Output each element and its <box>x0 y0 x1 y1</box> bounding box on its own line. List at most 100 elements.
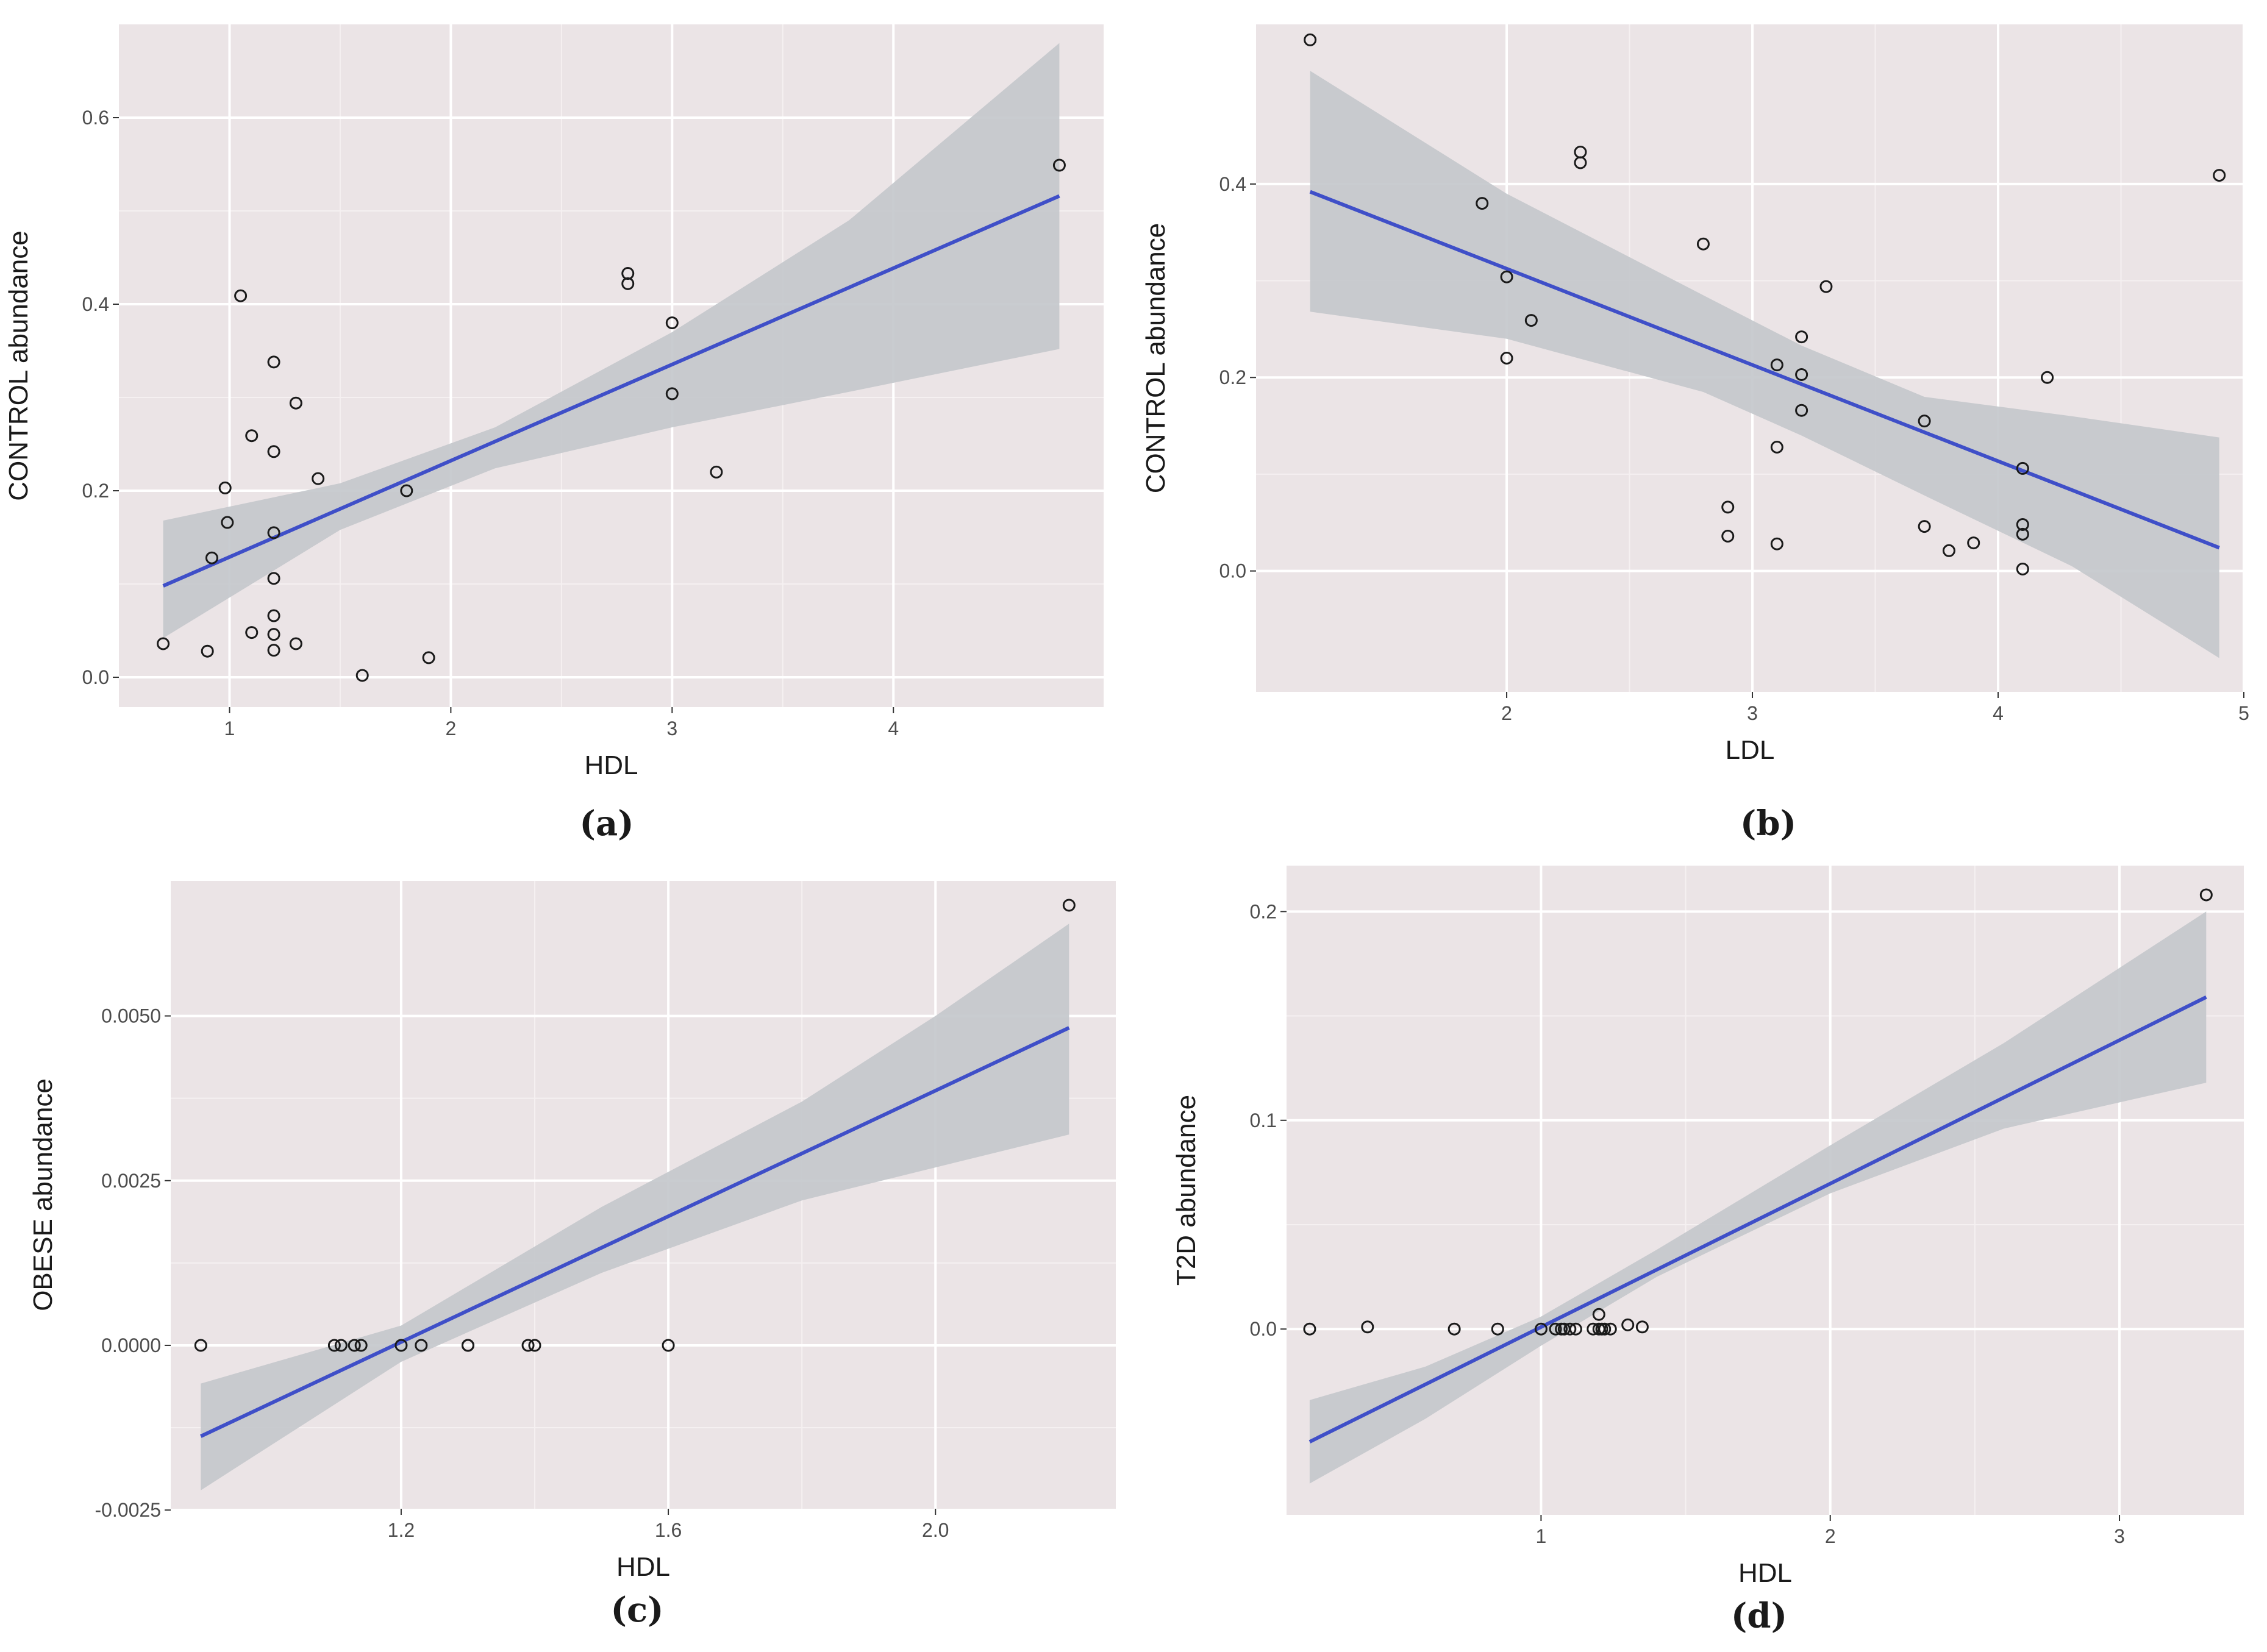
panel-c-ytick-label-1: 0.0000 <box>101 1334 161 1356</box>
panel-d-ytick-label-0: 0.0 <box>1250 1318 1277 1340</box>
panel-d-confidence-band <box>1309 911 2207 1484</box>
panel-b-xlabel: LDL <box>1726 735 1775 765</box>
panel-a-xtick-label-1: 2 <box>445 717 456 739</box>
panel-a-point-10 <box>267 526 280 539</box>
panel-a-point-13 <box>267 628 280 641</box>
panel-b-ylabel: CONTROL abundance <box>1141 223 1171 493</box>
panel-a-point-11 <box>267 572 280 585</box>
panel-b-point-17 <box>1918 415 1931 428</box>
panel-b-point-26 <box>2213 169 2226 182</box>
panel-c-ylabel: OBESE abundance <box>28 1078 58 1311</box>
panel-b-point-7 <box>1696 237 1710 251</box>
panel-b-fit-line <box>1309 190 2220 550</box>
panel-a-point-24 <box>665 387 679 401</box>
panel-d-point-4 <box>1534 1322 1548 1336</box>
panel-b-xtick-label-0: 2 <box>1501 702 1512 724</box>
panel-a-xtick-label-2: 3 <box>666 717 677 739</box>
panel-c-point-10 <box>528 1339 541 1352</box>
panel-d-xtick-label-0: 1 <box>1536 1525 1547 1547</box>
panel-d: 0.0 0.1 0.2 1 2 3 HDL T2D abundance (d) <box>1171 866 2244 1636</box>
panel-c: -0.0025 0.0000 0.0025 0.0050 1.2 1.6 2.0 HDL OBE… <box>28 881 1116 1630</box>
panel-d-point-12 <box>1592 1308 1605 1321</box>
panel-b-xtick-label-2: 4 <box>1993 702 2004 724</box>
panel-c-point-3 <box>348 1339 361 1352</box>
panel-b: 0.0 0.2 0.4 2 3 4 5 LDL CONTROL abundance (b) <box>1141 24 2249 844</box>
panel-b-point-4 <box>1524 314 1538 327</box>
panel-c-point-5 <box>394 1339 408 1352</box>
panel-a-point-14 <box>267 644 280 657</box>
panel-a-ylabel: CONTROL abundance <box>4 230 34 500</box>
panel-b-point-6 <box>1574 156 1587 169</box>
panel-c-fit-line <box>200 1026 1070 1438</box>
panel-a-point-15 <box>289 396 302 410</box>
panel-a-label: (a) <box>579 803 634 844</box>
panel-a-point-8 <box>267 355 280 369</box>
panel-b-point-22 <box>2016 518 2029 531</box>
panel-b-point-10 <box>1770 358 1783 372</box>
panel-d-fit-line <box>1308 995 2207 1444</box>
panel-b-point-18 <box>1918 520 1931 533</box>
panel-c-point-6 <box>415 1339 428 1352</box>
panel-a-xlabel: HDL <box>584 750 638 780</box>
panel-d-point-3 <box>1491 1322 1504 1336</box>
panel-b-ytick-label-0: 0.0 <box>1219 560 1246 582</box>
panel-a-point-26 <box>1052 158 1066 172</box>
panel-b-ytick-label-2: 0.4 <box>1219 173 1246 195</box>
panel-d-point-14 <box>1598 1322 1612 1336</box>
panel-a-ytick-label-0: 0.0 <box>82 666 109 688</box>
panel-b-point-19 <box>1942 544 1955 557</box>
panel-d-point-16 <box>1621 1318 1635 1331</box>
panel-d-point-2 <box>1448 1322 1461 1336</box>
panel-b-point-9 <box>1721 530 1735 543</box>
panel-d-point-5 <box>1549 1322 1562 1336</box>
panel-b-label: (b) <box>1740 803 1796 844</box>
panel-c-point-4 <box>354 1339 368 1352</box>
panel-a-point-5 <box>234 289 248 302</box>
panel-a-xtick-label-0: 1 <box>224 717 235 739</box>
panel-c-xtick-label-1: 1.6 <box>655 1519 682 1541</box>
panel-a-point-6 <box>245 429 259 443</box>
panel-b-ytick-label-1: 0.2 <box>1219 366 1246 388</box>
panel-c-xlabel: HDL <box>616 1552 670 1582</box>
panel-d-point-18 <box>2199 888 2213 902</box>
panel-a-point-23 <box>665 316 679 330</box>
panel-a-point-1 <box>201 644 214 658</box>
panel-a-point-18 <box>355 669 369 682</box>
panel-d-xlabel: HDL <box>1738 1558 1792 1588</box>
panel-c-point-11 <box>662 1339 675 1352</box>
panel-b-point-3 <box>1500 352 1513 365</box>
panel-d-ytick-label-1: 0.1 <box>1250 1109 1277 1131</box>
panel-a-ytick-label-3: 0.6 <box>82 107 109 129</box>
panel-c-xtick-label-0: 1.2 <box>388 1519 415 1541</box>
panel-b-point-24 <box>2016 562 2029 575</box>
panel-b-xtick-label-3: 5 <box>2238 702 2249 724</box>
panel-a-point-16 <box>289 637 302 650</box>
panel-b-point-13 <box>1795 330 1808 344</box>
panel-d-point-17 <box>1635 1320 1649 1334</box>
panel-d-point-0 <box>1303 1322 1316 1336</box>
panel-d-point-9 <box>1569 1322 1582 1336</box>
panel-a-point-20 <box>422 651 435 664</box>
panel-a-point-22 <box>621 277 635 290</box>
panel-a-point-12 <box>267 609 280 622</box>
panel-a-point-7 <box>245 626 259 639</box>
panel-b-confidence-band <box>1310 71 2219 658</box>
panel-b-point-15 <box>1795 404 1808 417</box>
panel-c-point-2 <box>334 1339 348 1352</box>
panel-d-ytick-label-2: 0.2 <box>1250 900 1277 922</box>
panel-c-point-12 <box>1062 899 1076 912</box>
panel-c-label: (c) <box>610 1590 663 1630</box>
panel-a-point-0 <box>157 637 170 650</box>
panel-d-point-8 <box>1563 1322 1577 1336</box>
panel-d-xtick-label-2: 3 <box>2114 1525 2125 1547</box>
panel-a-point-9 <box>267 445 280 458</box>
panel-b-point-25 <box>2041 371 2054 384</box>
panel-a-xtick-label-3: 4 <box>888 717 899 739</box>
panel-b-point-23 <box>2016 527 2029 541</box>
panel-b-point-21 <box>2016 461 2029 475</box>
panel-a-point-4 <box>221 516 234 529</box>
panel-a-point-2 <box>205 551 218 564</box>
panel-b-point-16 <box>1819 280 1833 293</box>
panel-b-point-11 <box>1770 441 1783 454</box>
